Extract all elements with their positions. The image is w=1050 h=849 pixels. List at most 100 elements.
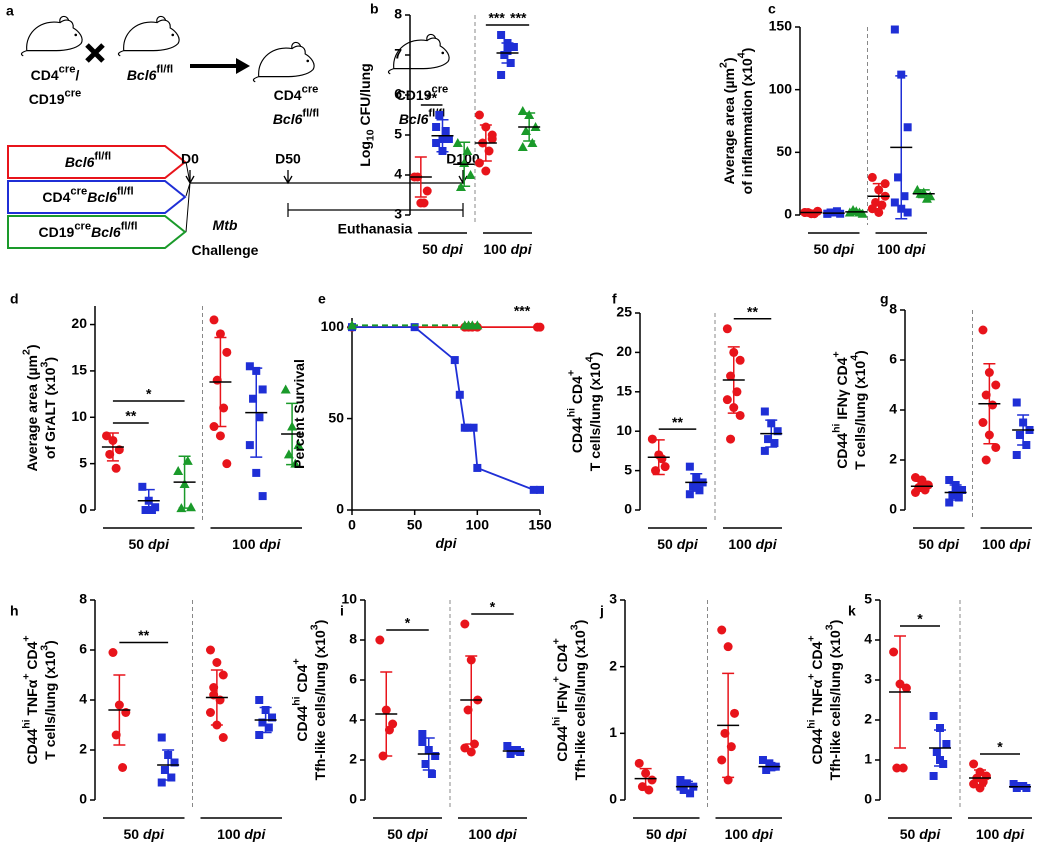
group-label: 50 dpi <box>124 826 166 842</box>
point <box>160 766 169 774</box>
cross-symbol <box>85 43 105 63</box>
point <box>717 625 727 635</box>
point <box>252 468 261 477</box>
significance-label: * <box>997 739 1003 755</box>
text-segment: + <box>550 676 562 682</box>
text-segment: fl/fl <box>94 150 111 162</box>
text-segment: 50 <box>900 826 919 842</box>
text-segment: CD4 <box>569 376 585 408</box>
point <box>245 362 254 371</box>
genotype-label: Bcl6fl/fl <box>127 63 173 82</box>
point <box>473 463 482 472</box>
group-label: 50 dpi <box>422 241 464 257</box>
point <box>384 725 394 735</box>
y-tick-label: 10 <box>71 408 87 424</box>
text-segment: 4 <box>583 356 595 362</box>
text-segment: dpi <box>752 826 774 842</box>
y-tick-label: 0 <box>609 791 617 807</box>
genotype-label: CD4cre <box>274 83 319 102</box>
y-tick-label: 1 <box>609 724 617 740</box>
point <box>647 434 657 444</box>
group-label: 50 dpi <box>657 536 699 552</box>
y-tick-label: 6 <box>349 671 357 687</box>
y-axis-label: T cells/lung (x104) <box>848 350 867 469</box>
text-segment: 3 <box>308 624 320 630</box>
text-segment: 3 <box>38 361 50 367</box>
significance-label: ** <box>672 414 683 430</box>
y-axis-label: T cells/lung (x103) <box>38 640 57 759</box>
text-segment: ) <box>587 352 603 357</box>
genotype-label: CD19cre <box>396 83 449 102</box>
mouse-icon <box>20 15 83 57</box>
group-label: 100 dpi <box>483 241 532 257</box>
text-segment: ) <box>42 640 58 645</box>
text-segment: dpi <box>1009 536 1031 552</box>
point <box>474 110 484 120</box>
text-segment: dpi <box>436 535 458 551</box>
y-tick-label: 0 <box>79 791 87 807</box>
text-segment: + <box>290 658 302 664</box>
significance-label: ** <box>138 627 149 643</box>
y-axis-label: Tfh-like cells/lung (x103) <box>568 620 587 781</box>
point <box>185 502 196 512</box>
text-segment: + <box>20 674 32 680</box>
point <box>660 462 670 472</box>
point <box>758 756 767 764</box>
point <box>726 742 736 752</box>
point <box>920 485 930 495</box>
text-segment: / <box>75 67 79 83</box>
text-segment: Bcl6 <box>91 224 121 240</box>
text-segment: Tfh-like cells/lung (x10 <box>312 630 328 780</box>
point <box>889 647 899 657</box>
text-segment: fl/fl <box>117 185 134 197</box>
y-tick-label: 0 <box>889 501 897 517</box>
point <box>481 166 491 176</box>
point <box>903 123 912 132</box>
group-label: 100 dpi <box>982 536 1031 552</box>
text-segment: 4 <box>848 355 860 361</box>
y-tick-label: 5 <box>864 591 872 607</box>
point <box>157 778 166 787</box>
significance-label: * <box>490 599 496 615</box>
point <box>474 158 484 168</box>
text-segment: CD4 <box>809 641 825 673</box>
text-segment: ) <box>739 48 755 53</box>
point <box>173 466 184 476</box>
point <box>509 43 518 51</box>
point <box>460 743 470 753</box>
text-segment: cre <box>302 83 319 95</box>
text-segment: ) <box>42 357 58 362</box>
y-tick-label: 50 <box>328 409 344 425</box>
y-tick-label: 10 <box>341 591 357 607</box>
point <box>536 485 544 494</box>
y-axis-label: CD44hi CD4+ <box>565 370 584 453</box>
group-label: CD4creBcl6fl/fl <box>42 185 133 204</box>
point <box>770 439 779 448</box>
y-tick-label: 8 <box>889 301 897 317</box>
point <box>726 371 736 381</box>
point <box>218 733 228 742</box>
panel-letter: i <box>340 603 344 619</box>
challenge-label: Challenge <box>192 242 259 258</box>
text-segment: Tfh-like cells/lung (x10 <box>572 630 588 780</box>
group-label: 100 dpi <box>728 536 777 552</box>
point <box>877 200 887 210</box>
point <box>157 733 166 742</box>
point <box>431 752 440 760</box>
text-segment: CD4 <box>42 189 70 205</box>
y-axis-label: CD44hi TNFα+ CD4+ <box>805 635 824 764</box>
y-tick-label: 100 <box>769 80 793 96</box>
timepoint: D0 <box>181 151 199 167</box>
text-segment: hi <box>550 717 562 726</box>
point <box>258 718 267 727</box>
point <box>258 492 267 501</box>
challenge-label: Mtb <box>213 217 238 233</box>
point <box>418 738 427 746</box>
point <box>880 179 890 189</box>
y-tick-label: 3 <box>394 206 402 222</box>
point <box>512 746 521 754</box>
group-label: 50 dpi <box>919 536 961 552</box>
significance-label: * <box>405 615 411 631</box>
text-segment: hi <box>830 423 842 432</box>
point <box>503 742 512 750</box>
